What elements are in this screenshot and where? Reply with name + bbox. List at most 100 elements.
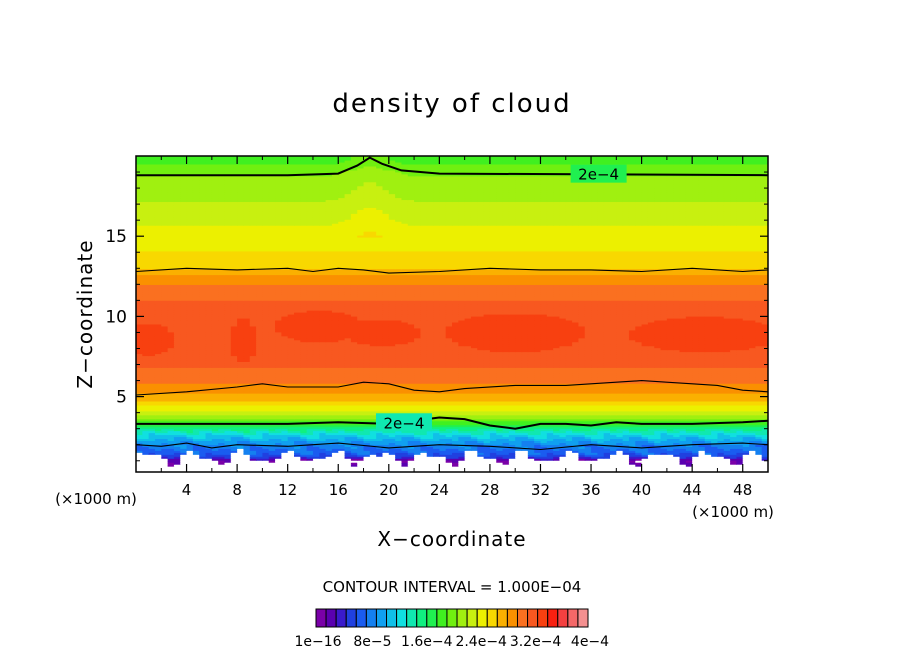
field-cell — [173, 428, 181, 432]
field-cell — [635, 462, 643, 465]
field-cell — [749, 462, 756, 465]
field-cell — [439, 436, 447, 440]
field-cell — [388, 436, 396, 440]
field-cell — [647, 432, 655, 436]
field-cell — [692, 452, 700, 455]
field-cell — [192, 430, 200, 434]
field-cell — [483, 448, 491, 451]
field-cell — [483, 470, 491, 472]
field-cell — [736, 462, 744, 465]
field-cell — [565, 440, 573, 443]
field-cell — [458, 454, 466, 457]
field-cell — [553, 456, 561, 459]
field-cell — [199, 452, 207, 455]
field-cell — [173, 430, 181, 434]
field-cell — [584, 458, 592, 461]
field-cell — [161, 446, 169, 449]
field-cell — [654, 438, 662, 441]
field-cell — [635, 438, 643, 441]
field-cell — [755, 460, 763, 463]
field-cell — [603, 418, 611, 422]
field-cell — [218, 466, 226, 469]
field-cell — [508, 452, 516, 455]
field-cell — [749, 434, 756, 438]
field-cell — [470, 432, 478, 436]
field-cell — [363, 440, 371, 443]
field-cell — [382, 448, 390, 451]
field-cell — [610, 418, 617, 422]
field-cell — [287, 456, 295, 459]
field-cell — [192, 432, 200, 436]
field-cell — [319, 416, 327, 420]
field-cell — [243, 432, 251, 436]
field-cell — [199, 432, 207, 436]
field-cell — [262, 418, 270, 422]
field-cell — [395, 442, 403, 445]
field-cell — [414, 432, 421, 436]
field-cell — [534, 432, 542, 436]
field-cell — [534, 444, 542, 447]
field-cell — [205, 456, 213, 459]
field-cell — [312, 448, 320, 451]
field-cell — [357, 434, 365, 438]
field-cell — [647, 424, 655, 428]
field-cell — [433, 446, 440, 449]
field-cell — [527, 432, 535, 436]
field-cell — [660, 456, 668, 459]
field-cell — [711, 426, 719, 430]
field-cell — [730, 446, 737, 449]
field-cell — [685, 450, 693, 453]
field-cell — [742, 424, 750, 428]
field-cell — [673, 452, 681, 455]
field-cell — [331, 444, 339, 447]
field-cell — [136, 468, 143, 471]
field-cell — [205, 432, 213, 436]
field-cell — [597, 446, 605, 449]
field-cell — [749, 424, 756, 428]
field-cell — [414, 450, 421, 453]
field-cell — [439, 460, 447, 463]
field-cell — [654, 452, 662, 455]
field-cell — [641, 430, 649, 434]
field-cell — [167, 416, 175, 420]
field-cell — [401, 432, 409, 436]
field-cell — [452, 432, 459, 436]
field-cell — [395, 434, 403, 438]
field-cell — [527, 460, 535, 463]
field-cell — [527, 446, 535, 449]
field-cell — [698, 450, 706, 453]
field-cell — [761, 464, 768, 467]
field-cell — [660, 416, 668, 420]
field-cell — [154, 418, 162, 422]
field-cell — [546, 452, 554, 455]
field-cell — [249, 458, 257, 461]
field-cell — [256, 416, 263, 420]
field-cell — [211, 414, 219, 418]
field-cell — [230, 468, 238, 471]
field-cell — [458, 428, 466, 432]
field-cell — [761, 458, 768, 461]
field-cell — [344, 438, 352, 441]
field-cell — [749, 440, 756, 443]
field-cell — [142, 458, 150, 461]
field-cell — [306, 440, 314, 443]
field-cell — [142, 432, 150, 436]
field-cell — [534, 418, 542, 422]
field-cell — [502, 466, 510, 469]
field-cell — [388, 448, 396, 451]
field-cell — [685, 452, 693, 455]
field-cell — [730, 466, 737, 469]
field-cell — [344, 462, 352, 465]
field-cell — [439, 422, 447, 426]
field-cell — [136, 418, 143, 422]
field-cell — [711, 432, 719, 436]
field-cell — [698, 442, 706, 445]
field-cell — [294, 450, 301, 453]
field-cell — [331, 454, 339, 457]
field-cell — [154, 426, 162, 430]
field-cell — [597, 464, 605, 467]
field-cell — [426, 466, 434, 469]
field-cell — [654, 458, 662, 461]
field-cell — [243, 466, 251, 469]
field-cell — [616, 464, 624, 467]
